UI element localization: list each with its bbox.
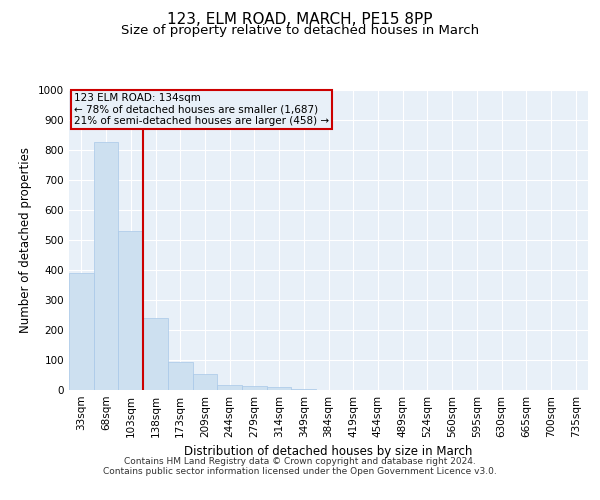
Bar [118, 231, 143, 390]
X-axis label: Distribution of detached houses by size in March: Distribution of detached houses by size … [184, 446, 473, 458]
Bar [69, 273, 94, 390]
Bar [94, 142, 118, 390]
Bar [292, 388, 316, 390]
Bar [143, 318, 168, 390]
Y-axis label: Number of detached properties: Number of detached properties [19, 147, 32, 333]
Bar [242, 386, 267, 390]
Text: 123 ELM ROAD: 134sqm
← 78% of detached houses are smaller (1,687)
21% of semi-de: 123 ELM ROAD: 134sqm ← 78% of detached h… [74, 93, 329, 126]
Text: 123, ELM ROAD, MARCH, PE15 8PP: 123, ELM ROAD, MARCH, PE15 8PP [167, 12, 433, 28]
Text: Size of property relative to detached houses in March: Size of property relative to detached ho… [121, 24, 479, 37]
Bar [217, 384, 242, 390]
Text: Contains HM Land Registry data © Crown copyright and database right 2024.: Contains HM Land Registry data © Crown c… [124, 458, 476, 466]
Text: Contains public sector information licensed under the Open Government Licence v3: Contains public sector information licen… [103, 468, 497, 476]
Bar [267, 387, 292, 390]
Bar [168, 362, 193, 390]
Bar [193, 374, 217, 390]
